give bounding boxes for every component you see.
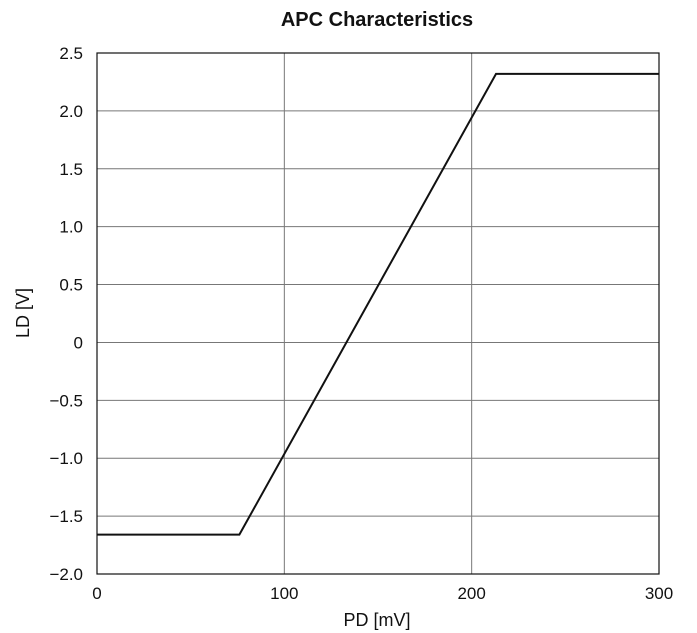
plot-area <box>96 52 660 575</box>
x-axis-label: PD [mV] <box>343 610 410 630</box>
x-tick-label: 200 <box>457 584 485 603</box>
x-tick-label: 100 <box>270 584 298 603</box>
series-line <box>97 72 659 536</box>
y-tick-label: 0.5 <box>59 276 83 295</box>
grid <box>96 52 660 575</box>
x-tick-label: 0 <box>92 584 101 603</box>
y-tick-label: −0.5 <box>49 391 83 410</box>
x-tick-label: 300 <box>645 584 673 603</box>
y-tick-label: 0 <box>74 333 83 352</box>
y-axis-label: LD [V] <box>13 288 33 338</box>
y-tick-label: 2.0 <box>59 102 83 121</box>
x-tick-labels: 0 100 200 300 <box>92 584 673 603</box>
y-tick-label: 2.5 <box>59 44 83 63</box>
y-tick-label: −1.0 <box>49 449 83 468</box>
y-tick-label: −1.5 <box>49 507 83 526</box>
chart-title: APC Characteristics <box>281 9 473 31</box>
y-tick-labels: 2.5 2.0 1.5 1.0 0.5 0 −0.5 −1.0 −1.5 −2.0 <box>49 44 83 584</box>
y-tick-label: 1.0 <box>59 218 83 237</box>
y-tick-label: 1.5 <box>59 160 83 179</box>
y-tick-label: −2.0 <box>49 565 83 584</box>
